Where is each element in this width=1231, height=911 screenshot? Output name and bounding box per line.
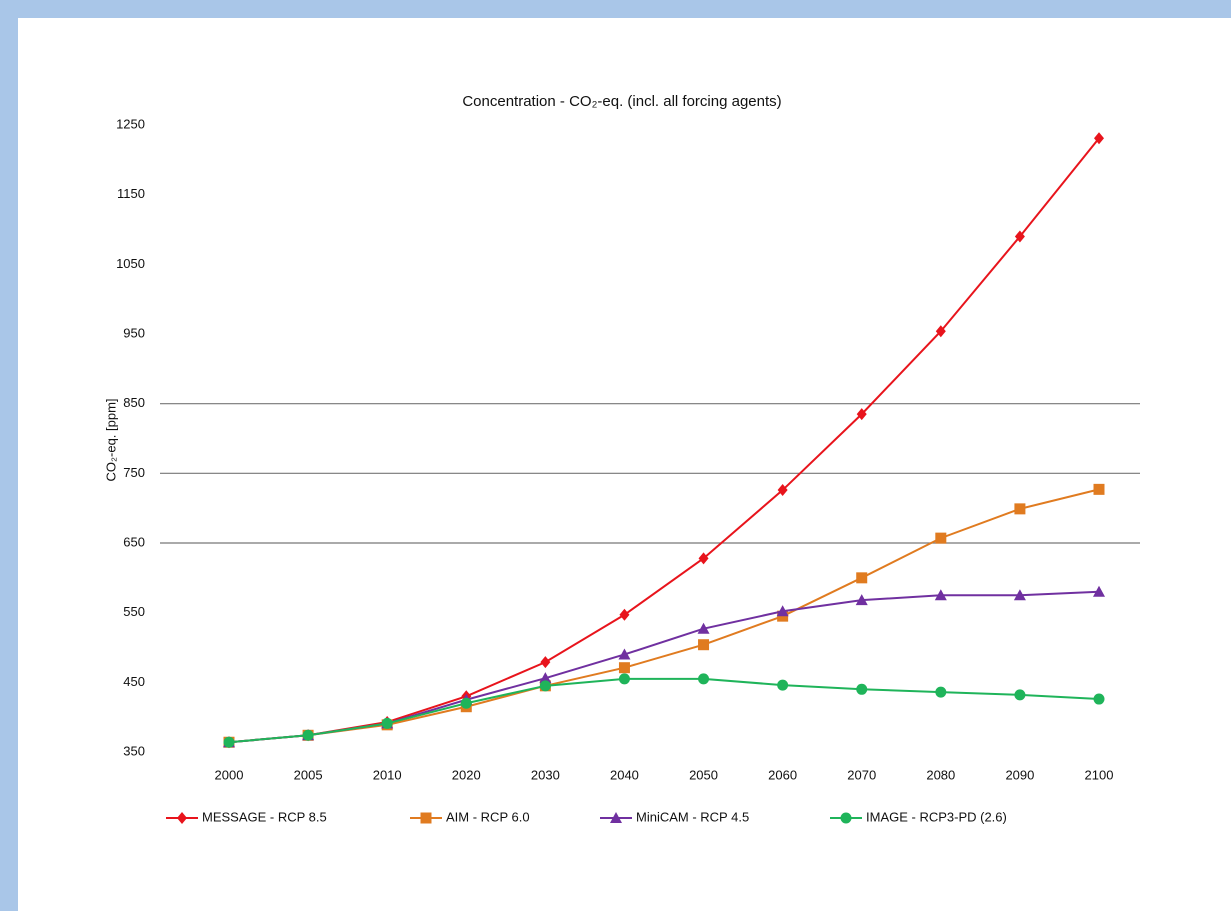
chart: Concentration - CO₂-eq. (incl. all forci… [18, 18, 1231, 911]
x-tick-label: 2020 [452, 767, 481, 782]
legend-marker [177, 812, 187, 824]
data-point [934, 589, 947, 601]
data-point [698, 552, 709, 565]
data-point [619, 608, 630, 621]
y-tick-label: 1150 [117, 186, 145, 201]
legend-label: MESSAGE - RCP 8.5 [202, 809, 327, 824]
data-point [539, 672, 552, 684]
x-tick-label: 2050 [689, 767, 718, 782]
series-line [228, 137, 1100, 744]
data-point [697, 622, 710, 634]
data-point [777, 484, 788, 497]
data-point [856, 408, 867, 421]
x-tick-label: 2100 [1085, 767, 1114, 782]
y-tick-label: 650 [123, 534, 145, 549]
data-point [856, 683, 868, 695]
data-point [1093, 693, 1105, 705]
x-tick-label: 2000 [215, 767, 244, 782]
data-point [935, 686, 947, 698]
y-tick-label: 1050 [116, 256, 145, 271]
data-point [618, 648, 631, 660]
x-tick-label: 2080 [926, 767, 955, 782]
legend-label: MiniCAM - RCP 4.5 [636, 809, 749, 824]
y-tick-label: 1250 [116, 116, 145, 131]
data-point [698, 639, 710, 651]
x-tick-label: 2060 [768, 767, 797, 782]
x-tick-label: 2070 [847, 767, 876, 782]
x-tick-label: 2005 [294, 767, 323, 782]
y-tick-label: 750 [123, 465, 145, 480]
data-point [381, 717, 393, 729]
data-point [776, 605, 789, 617]
legend-label: IMAGE - RCP3-PD (2.6) [866, 809, 1007, 824]
y-tick-label: 350 [123, 743, 145, 758]
x-tick-label: 2030 [531, 767, 560, 782]
series-line [228, 590, 1100, 744]
data-point [540, 656, 551, 669]
data-point [777, 679, 789, 691]
legend-marker [610, 812, 622, 823]
data-point [539, 680, 551, 692]
chart-title: Concentration - CO₂-eq. (incl. all forci… [462, 93, 781, 110]
data-point [302, 729, 314, 741]
data-point [618, 673, 630, 685]
y-tick-label: 950 [123, 325, 145, 340]
data-point [460, 697, 472, 709]
data-point [618, 662, 630, 674]
x-tick-label: 2090 [1005, 767, 1034, 782]
data-point [698, 673, 710, 685]
series-line [228, 677, 1100, 744]
y-axis-label: CO₂-eq. [ppm] [103, 398, 118, 481]
data-point [1014, 503, 1026, 515]
data-point [1013, 589, 1026, 601]
data-point [1094, 132, 1104, 145]
y-tick-label: 850 [123, 395, 145, 410]
data-point [856, 572, 868, 584]
x-tick-label: 2010 [373, 767, 402, 782]
series-line [228, 488, 1100, 744]
y-tick-label: 450 [123, 674, 145, 689]
data-point [935, 325, 946, 338]
data-point [223, 736, 235, 748]
data-point [1014, 230, 1025, 243]
data-point [1093, 585, 1105, 597]
data-point [855, 594, 868, 606]
x-tick-label: 2040 [610, 767, 639, 782]
legend-label: AIM - RCP 6.0 [446, 809, 530, 824]
data-point [1014, 689, 1026, 701]
data-point [1093, 483, 1105, 495]
data-point [935, 532, 947, 544]
legend-marker [420, 812, 432, 824]
y-tick-label: 550 [123, 604, 145, 619]
legend-marker [840, 812, 852, 824]
